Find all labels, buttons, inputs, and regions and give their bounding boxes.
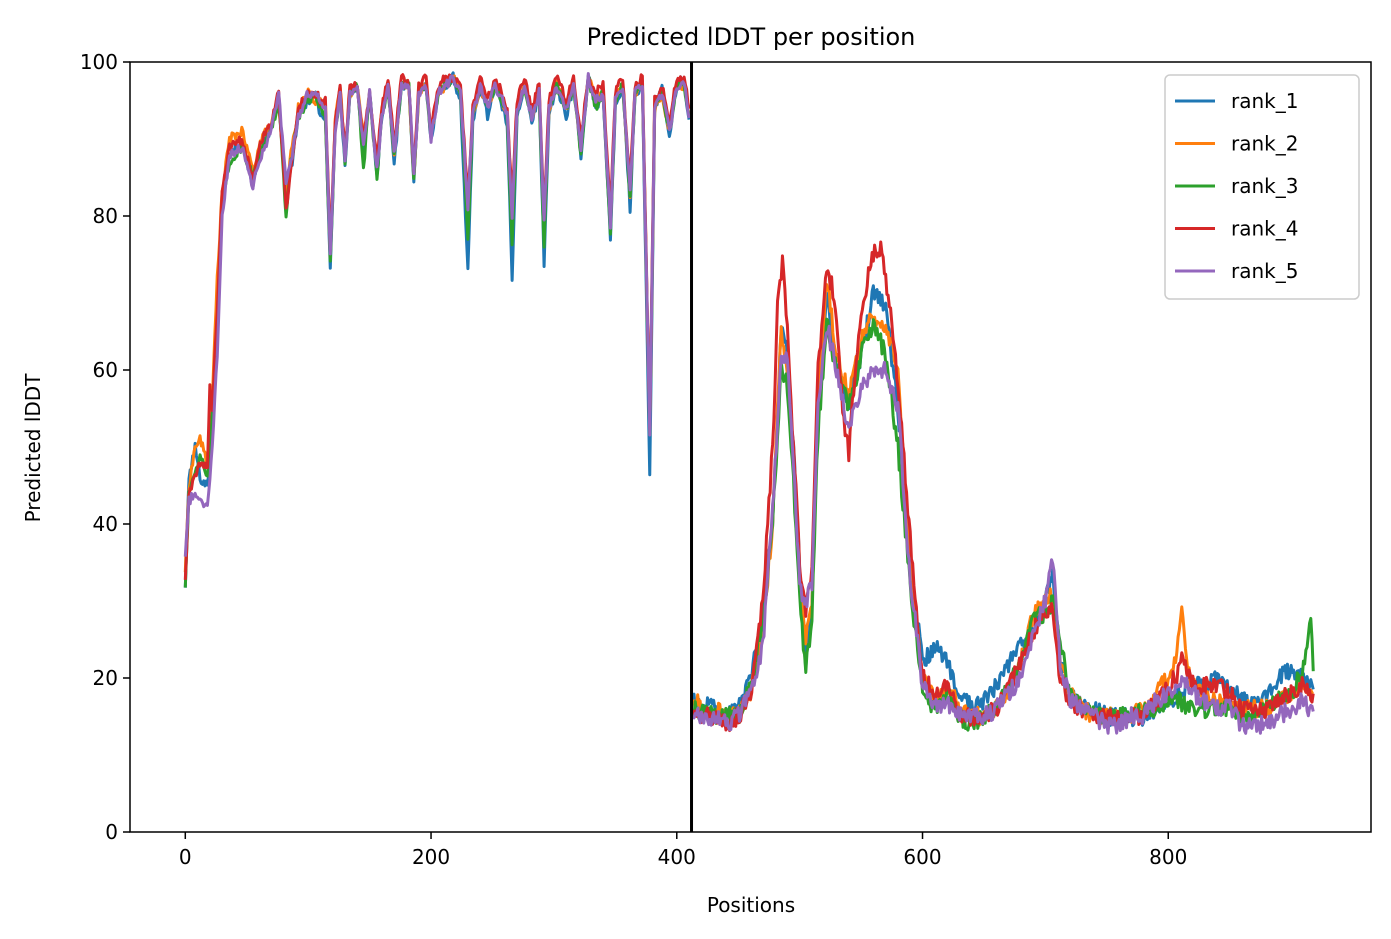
legend-box: [1164, 74, 1360, 300]
chart-title: Predicted lDDT per position: [587, 23, 916, 51]
x-axis-title: Positions: [707, 893, 795, 917]
series-line-rank_5-chain-a: [183, 72, 691, 557]
legend-label: rank_5: [1231, 259, 1298, 283]
y-tick-label: 100: [80, 50, 118, 74]
legend-label: rank_3: [1231, 174, 1298, 198]
legend-label: rank_4: [1231, 217, 1298, 241]
x-tick-label: 0: [179, 845, 192, 869]
y-tick-label: 0: [105, 820, 118, 844]
x-axis-ticks: 0 200 400 600 800: [179, 832, 1187, 869]
legend: rank_1 rank_2 rank_3 rank_4 rank_5: [1164, 74, 1360, 300]
plot-area-frame: [129, 61, 1372, 833]
y-tick-label: 20: [93, 666, 118, 690]
series-line-rank_5-chain-b: [691, 324, 1315, 735]
legend-label: rank_2: [1231, 132, 1298, 156]
y-tick-label: 60: [93, 358, 118, 382]
series-layer: [183, 71, 1315, 735]
y-tick-label: 80: [93, 204, 118, 228]
legend-label: rank_1: [1231, 89, 1298, 113]
x-tick-label: 800: [1149, 845, 1187, 869]
x-tick-label: 200: [412, 845, 450, 869]
y-axis-title: Predicted lDDT: [21, 373, 45, 523]
y-tick-label: 40: [93, 512, 118, 536]
x-tick-label: 600: [903, 845, 941, 869]
y-axis-ticks: 0 20 40 60 80 100: [80, 50, 130, 844]
x-tick-label: 400: [658, 845, 696, 869]
